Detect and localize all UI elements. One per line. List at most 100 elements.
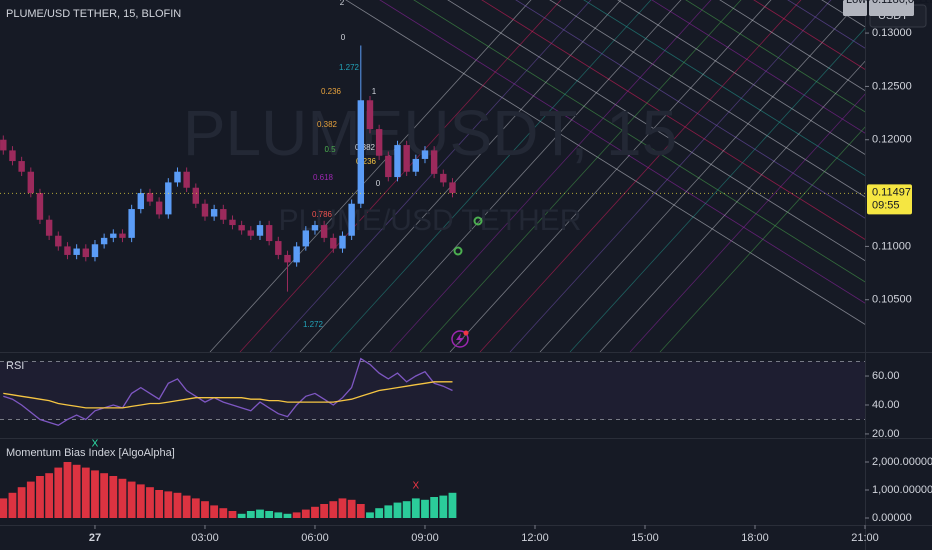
momentum-bar bbox=[320, 503, 329, 518]
candle-body bbox=[247, 230, 255, 236]
candle-body bbox=[330, 237, 337, 249]
y-tick-label: 0.12500 bbox=[872, 80, 912, 92]
signal-circle bbox=[453, 246, 463, 256]
fib-label: 0 bbox=[341, 33, 346, 42]
watermark-sub: PLUME/USD TETHER bbox=[279, 204, 582, 237]
candle-body bbox=[192, 187, 200, 204]
y-tick-label: 0.13000 bbox=[872, 27, 912, 39]
momentum-bar bbox=[63, 461, 72, 518]
fan-line bbox=[651, 0, 865, 134]
momentum-bar bbox=[136, 484, 145, 518]
x-tick-label: 27 bbox=[89, 532, 101, 544]
candle-body bbox=[0, 139, 7, 151]
candle-body bbox=[311, 225, 319, 231]
fan-line bbox=[449, 0, 772, 352]
fib-label: 1.272 bbox=[339, 63, 360, 72]
candle-body bbox=[357, 100, 365, 204]
momentum-bar bbox=[109, 475, 118, 518]
fib-label: 1 bbox=[372, 87, 377, 96]
candle-body bbox=[430, 150, 438, 174]
fan-line bbox=[583, 0, 865, 177]
y-tick-label: 2,000.00000 bbox=[872, 456, 932, 468]
candle-body bbox=[73, 248, 80, 255]
momentum-bar bbox=[173, 492, 182, 518]
momentum-bar bbox=[237, 513, 246, 518]
momentum-bar bbox=[91, 470, 99, 518]
fib-label: 0.236 bbox=[356, 157, 377, 166]
y-tick-label: 20.00 bbox=[872, 428, 900, 440]
momentum-bar bbox=[274, 512, 283, 518]
momentum-bar bbox=[292, 512, 301, 518]
candle-body bbox=[348, 203, 355, 236]
fan-line bbox=[569, 27, 865, 352]
candle-body bbox=[385, 155, 392, 178]
candle-body bbox=[375, 129, 383, 156]
momentum-marker: X bbox=[412, 481, 419, 492]
candle-body bbox=[174, 171, 181, 183]
candle-body bbox=[45, 219, 53, 236]
momentum-bar bbox=[164, 491, 173, 518]
fib-label: 0.382 bbox=[355, 143, 376, 152]
candle-body bbox=[55, 235, 62, 247]
fan-line bbox=[753, 0, 865, 70]
momentum-bar bbox=[146, 487, 154, 518]
x-tick-label: 06:00 bbox=[301, 532, 329, 544]
momentum-bar bbox=[421, 499, 429, 518]
candle-body bbox=[449, 182, 456, 194]
candle-body bbox=[82, 248, 90, 258]
fan-line bbox=[599, 60, 865, 352]
momentum-bar bbox=[402, 501, 411, 518]
candle-body bbox=[91, 244, 99, 258]
momentum-bar bbox=[256, 509, 264, 518]
y-tick-label: 40.00 bbox=[872, 399, 900, 411]
fan-line bbox=[629, 93, 865, 352]
pane-title: RSI bbox=[6, 360, 24, 372]
fan-line bbox=[617, 0, 865, 155]
momentum-bar bbox=[430, 496, 439, 518]
candle-body bbox=[201, 203, 209, 217]
momentum-bar bbox=[329, 501, 338, 518]
momentum-bar bbox=[393, 502, 402, 518]
fan-line bbox=[299, 0, 622, 352]
y-tick-label: 0.12000 bbox=[872, 134, 912, 146]
momentum-bar bbox=[127, 481, 136, 518]
momentum-bar bbox=[201, 501, 209, 518]
candle-body bbox=[155, 201, 163, 215]
candle-body bbox=[128, 209, 135, 238]
x-tick-label: 12:00 bbox=[521, 532, 549, 544]
candle-body bbox=[100, 237, 108, 245]
x-tick-label: 15:00 bbox=[631, 532, 659, 544]
candle-body bbox=[27, 171, 35, 194]
candle-body bbox=[366, 100, 374, 130]
momentum-bar bbox=[338, 498, 347, 518]
chart-title: PLUME/USD TETHER, 15, BLOFIN bbox=[6, 8, 181, 20]
x-tick-label: 18:00 bbox=[741, 532, 769, 544]
low-tag bbox=[843, 0, 867, 16]
candle-body bbox=[275, 241, 282, 255]
countdown: 09:55 bbox=[872, 199, 900, 211]
alert-bolt bbox=[456, 333, 464, 345]
fan-line bbox=[329, 0, 652, 352]
fan-line bbox=[413, 0, 865, 283]
candle-body bbox=[146, 193, 154, 202]
fan-line bbox=[549, 0, 865, 198]
momentum-bar bbox=[191, 498, 200, 518]
signal-circle bbox=[473, 216, 483, 226]
momentum-bar bbox=[384, 505, 393, 518]
candle-body bbox=[293, 246, 300, 263]
momentum-bar bbox=[448, 492, 457, 518]
fan-line bbox=[539, 0, 862, 352]
candle-body bbox=[64, 246, 71, 255]
momentum-bar bbox=[36, 475, 44, 518]
momentum-bar bbox=[228, 510, 237, 518]
candle-body bbox=[302, 230, 310, 247]
alert-icon[interactable] bbox=[451, 330, 469, 348]
fib-label: 0.5 bbox=[324, 145, 336, 154]
candle-body bbox=[403, 145, 410, 172]
x-tick-label: 21:00 bbox=[851, 532, 879, 544]
momentum-bar bbox=[72, 464, 81, 518]
candle-body bbox=[394, 145, 401, 178]
momentum-bar bbox=[26, 481, 35, 518]
